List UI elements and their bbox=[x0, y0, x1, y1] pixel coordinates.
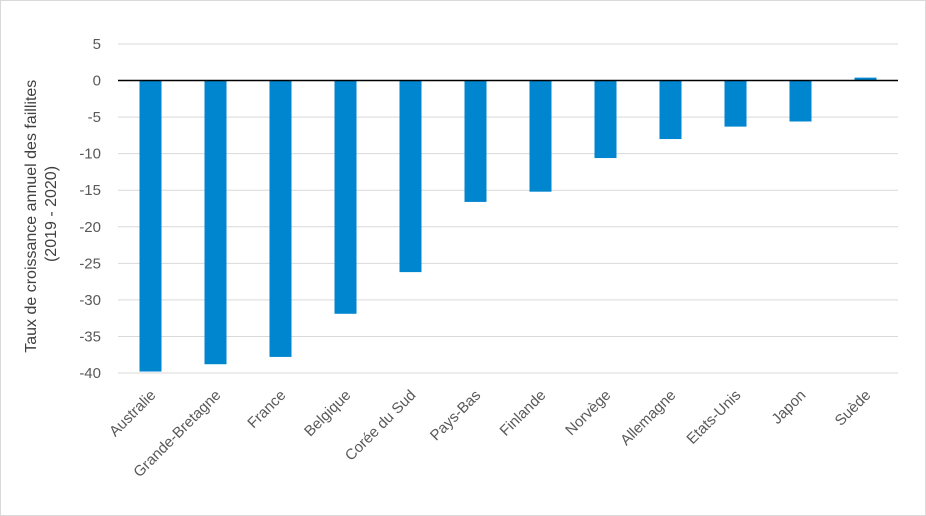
y-tick-label: -40 bbox=[79, 365, 101, 382]
bar bbox=[464, 80, 487, 202]
bar bbox=[269, 80, 292, 357]
bars bbox=[139, 77, 877, 372]
y-tick-label: -35 bbox=[79, 328, 101, 345]
y-tick-label: -15 bbox=[79, 182, 101, 199]
bar bbox=[724, 80, 747, 127]
x-tick-label: Finlande bbox=[497, 387, 550, 440]
bar bbox=[399, 80, 422, 273]
bar bbox=[139, 80, 162, 372]
y-tick-label: 0 bbox=[93, 73, 101, 90]
bar bbox=[854, 77, 877, 81]
y-tick-label: -25 bbox=[79, 255, 101, 272]
y-tick-label: -20 bbox=[79, 219, 101, 236]
y-tick-label: -5 bbox=[88, 109, 101, 126]
x-tick-label: Australie bbox=[106, 387, 159, 440]
y-tick-labels: 5 0 -5 -10 -15 -20 -25 -30 -35 -40 bbox=[79, 36, 101, 382]
bar bbox=[659, 80, 682, 140]
x-tick-label: France bbox=[244, 387, 289, 432]
x-tick-label: Norvège bbox=[562, 387, 614, 439]
x-tick-label: Suède bbox=[832, 387, 875, 430]
x-tick-label: Japon bbox=[768, 387, 809, 428]
y-tick-label: -30 bbox=[79, 292, 101, 309]
bar bbox=[789, 80, 812, 122]
x-tick-label: Etats-Unis bbox=[683, 387, 744, 448]
bar bbox=[529, 80, 552, 192]
y-tick-label: -10 bbox=[79, 146, 101, 163]
bar bbox=[334, 80, 357, 314]
bar bbox=[594, 80, 617, 159]
y-axis-title: Taux de croissance annuel des faillites … bbox=[23, 75, 60, 353]
gridlines bbox=[118, 43, 898, 374]
y-axis-title-line-2: (2019 - 2020) bbox=[43, 166, 60, 262]
x-tick-label: Belgique bbox=[301, 387, 354, 440]
bar bbox=[204, 80, 227, 365]
x-tick-label: Pays-Bas bbox=[427, 387, 484, 444]
y-tick-label: 5 bbox=[93, 36, 101, 53]
x-tick-label: Allemagne bbox=[617, 387, 679, 449]
y-axis-title-line-1: Taux de croissance annuel des faillites bbox=[23, 80, 40, 353]
